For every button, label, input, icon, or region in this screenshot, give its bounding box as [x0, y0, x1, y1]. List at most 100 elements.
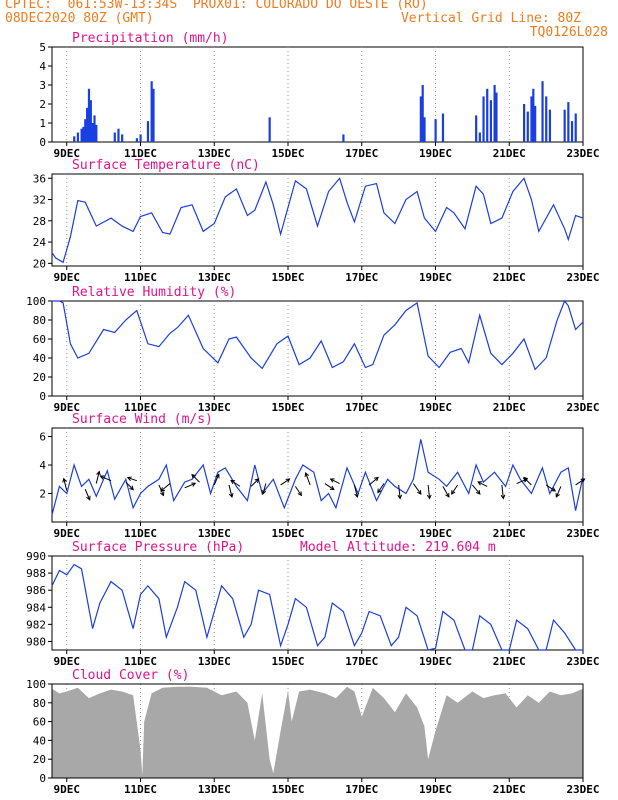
precip-bar: [150, 81, 153, 142]
panel-cloud: 9DEC 11DEC 13DEC 15DEC 17DEC 19DEC 21DEC 23DEC 0…: [26, 668, 599, 796]
precip-bar: [342, 134, 345, 142]
x-tick-label: 11DEC: [124, 655, 157, 668]
precip-bar: [421, 85, 424, 142]
panel-title: Precipitation (mm/h): [72, 31, 229, 46]
y-tick-label: 60: [33, 716, 46, 729]
panel-pres: 9DEC 11DEC 13DEC 15DEC 17DEC 19DEC 21DEC 23DEC 9…: [26, 540, 599, 668]
x-tick-label: 11DEC: [124, 401, 157, 414]
wind-vector: [294, 486, 302, 496]
panel-wind: 9DEC 11DEC 13DEC 15DEC 17DEC 19DEC 21DEC 23DEC 2…: [39, 412, 599, 540]
precip-bar: [91, 123, 94, 142]
x-tick-label: 19DEC: [419, 527, 452, 540]
precip-bar: [482, 96, 485, 142]
wind-arrowhead: [397, 494, 403, 500]
y-tick-label: 4: [39, 60, 46, 73]
wind-vector: [95, 471, 100, 484]
wind-arrowhead: [374, 476, 379, 482]
y-tick-label: 100: [26, 295, 46, 308]
precip-bar: [548, 109, 552, 142]
y-tick-label: 3: [39, 79, 46, 92]
y-tick-label: 60: [33, 333, 46, 346]
precip-bar: [73, 136, 76, 142]
panel-title: Surface Wind (m/s): [72, 412, 213, 427]
wind-arrowhead: [215, 473, 220, 479]
wind-vector: [305, 472, 311, 486]
x-tick-label: 9DEC: [54, 655, 81, 668]
x-tick-label: 11DEC: [124, 783, 157, 796]
x-tick-label: 11DEC: [124, 527, 157, 540]
precip-bar: [419, 96, 422, 142]
panel-precip: 9DEC 11DEC 13DEC 15DEC 17DEC 19DEC 21DEC 23DEC 0…: [39, 31, 599, 160]
precip-bar: [139, 134, 142, 142]
x-tick-label: 17DEC: [345, 783, 378, 796]
wind-vector: [412, 483, 422, 495]
wind-vector: [555, 486, 562, 498]
y-tick-label: 0: [39, 772, 46, 785]
precip-bar: [76, 132, 80, 142]
wind-arrowhead: [477, 481, 483, 486]
precip-bar: [563, 109, 566, 142]
precip-bar: [113, 132, 116, 142]
y-tick-label: 28: [33, 215, 46, 228]
wind-arrowhead: [160, 487, 166, 492]
y-tick-label: 990: [26, 550, 46, 563]
wind-vector: [471, 484, 481, 495]
panel-frame: [51, 173, 584, 267]
x-tick-label: 23DEC: [566, 401, 599, 414]
wind-vector: [100, 475, 112, 482]
x-tick-label: 9DEC: [54, 147, 81, 160]
wind-vector: [262, 483, 267, 495]
wind-arrowhead: [451, 489, 456, 495]
precip-bar: [574, 113, 577, 142]
wind-arrowhead: [191, 482, 197, 487]
x-tick-label: 23DEC: [566, 271, 599, 284]
x-tick-label: 19DEC: [419, 271, 452, 284]
wind-vector: [427, 484, 431, 499]
y-tick-label: 6: [39, 431, 46, 444]
x-tick-label: 19DEC: [419, 401, 452, 414]
y-tick-label: 982: [26, 618, 46, 631]
wind-arrowhead: [445, 492, 450, 498]
wind-vector: [191, 474, 200, 483]
wind-arrowhead: [417, 490, 422, 495]
precip-bar: [146, 121, 150, 142]
x-tick-label: 13DEC: [198, 527, 231, 540]
y-tick-label: 4: [39, 459, 46, 472]
precip-bar: [121, 134, 124, 142]
x-tick-label: 15DEC: [271, 783, 304, 796]
wind-arrowhead: [129, 485, 134, 491]
y-tick-label: 32: [33, 194, 46, 207]
wind-vector: [280, 478, 290, 486]
wind-arrowhead: [500, 494, 506, 500]
precip-bar: [152, 88, 155, 142]
wind-vector: [125, 481, 134, 490]
x-tick-label: 17DEC: [345, 271, 378, 284]
wind-arrowhead: [254, 478, 260, 483]
wind-arrowhead: [99, 475, 105, 480]
x-tick-label: 23DEC: [566, 527, 599, 540]
wind-arrowhead: [62, 477, 67, 483]
wind-vector: [63, 478, 68, 491]
x-tick-label: 21DEC: [493, 271, 526, 284]
wind-arrowhead: [126, 476, 132, 481]
wind-vector: [84, 489, 91, 500]
y-tick-label: 40: [33, 734, 46, 747]
wind-vector: [477, 481, 488, 487]
wind-vector: [523, 477, 532, 486]
header-station: CPTEC: 061:53W-13:34S PROX01: COLORADO D…: [5, 0, 428, 12]
wind-arrowhead: [228, 492, 234, 498]
precip-bar: [545, 96, 548, 142]
wind-vector: [442, 486, 450, 498]
panel-frame: [51, 427, 584, 523]
x-tick-label: 9DEC: [54, 527, 81, 540]
cloud-cover-area: [52, 686, 583, 778]
x-tick-label: 17DEC: [345, 401, 378, 414]
header-grid-note: Vertical Grid Line: 80Z: [400, 11, 581, 26]
wind-vector: [451, 484, 459, 495]
x-tick-label: 13DEC: [198, 783, 231, 796]
wind-vector: [501, 484, 504, 499]
y-tick-label: 984: [26, 601, 46, 614]
precip-bar: [486, 88, 489, 142]
x-tick-label: 15DEC: [271, 401, 304, 414]
